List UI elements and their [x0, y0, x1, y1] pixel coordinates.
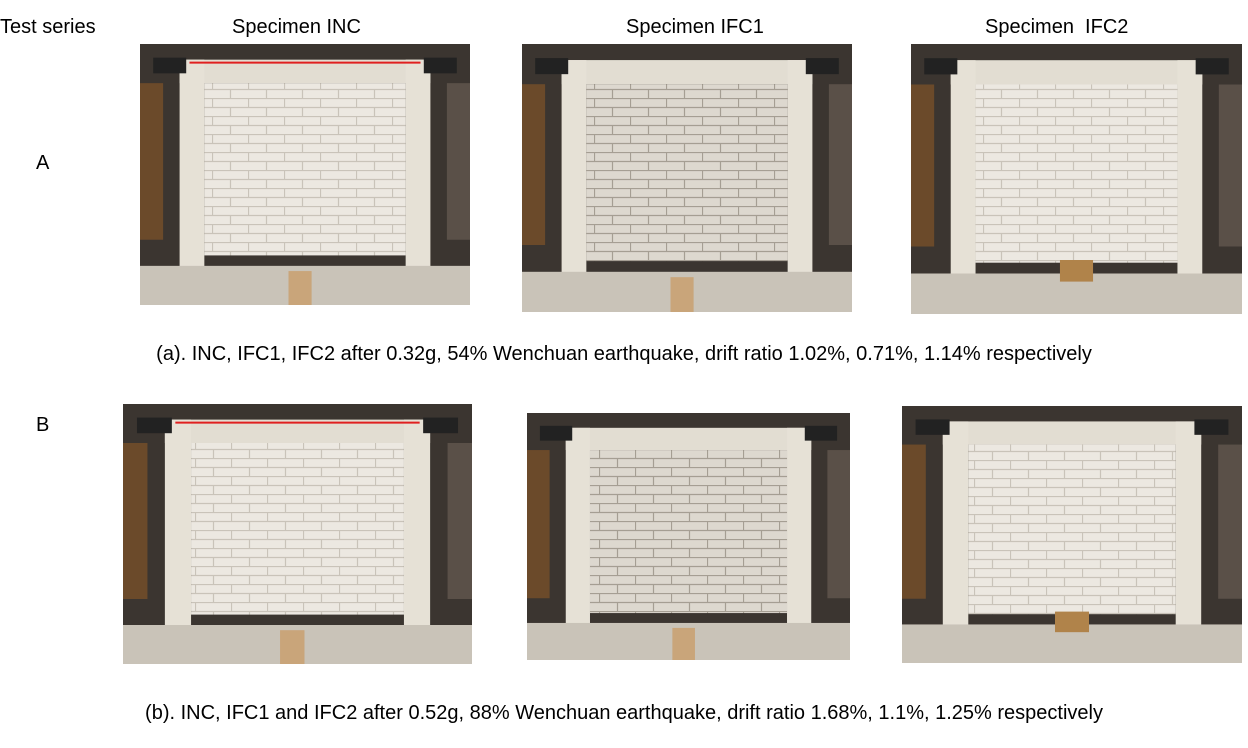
brick-wall — [586, 84, 787, 261]
lab-right — [827, 450, 850, 598]
caption: (b). INC, IFC1 and IFC2 after 0.52g, 88%… — [69, 700, 1179, 726]
brick-wall — [590, 450, 787, 613]
frame-beam — [562, 60, 813, 84]
anchor-block — [137, 418, 172, 434]
lab-right — [829, 84, 852, 245]
frame-column — [788, 60, 813, 274]
lab-right — [447, 83, 470, 240]
anchor-block — [1194, 419, 1228, 434]
anchor-block — [540, 426, 572, 441]
anchor-block — [805, 426, 837, 441]
frame-column — [165, 420, 191, 628]
row-label: A — [36, 150, 49, 176]
lab-left — [902, 445, 926, 599]
lab-left — [527, 450, 550, 598]
frame-column — [1177, 60, 1202, 276]
lab-left — [140, 83, 163, 240]
actuator — [1055, 612, 1089, 633]
frame-column — [566, 428, 590, 626]
anchor-block — [916, 419, 950, 434]
brick-wall — [191, 443, 404, 615]
anchor-block — [423, 418, 458, 434]
lab-left — [522, 84, 545, 245]
frame-column — [562, 60, 587, 274]
brick-wall — [968, 445, 1175, 615]
lab-left — [911, 85, 934, 247]
sensor — [280, 630, 304, 664]
lab-right — [448, 443, 472, 599]
anchor-block — [1196, 58, 1229, 74]
column-header: Specimen IFC1 — [626, 14, 764, 40]
anchor-block — [924, 58, 957, 74]
header-test-series: Test series — [0, 14, 96, 40]
frame-column — [951, 60, 976, 276]
column-header: Specimen INC — [232, 14, 361, 40]
specimen-photo — [527, 413, 850, 660]
frame-column — [404, 420, 430, 628]
brick-wall — [204, 83, 405, 255]
lab-right — [1218, 445, 1242, 599]
column-header: Specimen IFC2 — [985, 14, 1128, 40]
figure-page: Test series Specimen INC Specimen IFC1 S… — [0, 0, 1248, 748]
anchor-block — [535, 58, 568, 74]
frame-column — [1176, 421, 1202, 627]
frame-column — [787, 428, 811, 626]
specimen-photo — [140, 44, 470, 305]
sensor — [672, 628, 695, 660]
row-label: B — [36, 412, 49, 438]
anchor-block — [806, 58, 839, 74]
specimen-photo — [123, 404, 472, 664]
sensor — [671, 277, 694, 312]
anchor-block — [424, 58, 457, 74]
specimen-photo — [911, 44, 1242, 314]
sensor — [289, 271, 312, 305]
brick-wall — [976, 85, 1178, 263]
anchor-block — [153, 58, 186, 74]
frame-beam — [566, 428, 811, 450]
frame-column — [406, 60, 431, 269]
lab-right — [1219, 85, 1242, 247]
caption: (a). INC, IFC1, IFC2 after 0.32g, 54% We… — [104, 341, 1144, 367]
frame-beam — [943, 421, 1201, 444]
actuator — [1060, 260, 1093, 282]
lab-left — [123, 443, 147, 599]
frame-beam — [951, 60, 1203, 84]
frame-column — [180, 60, 205, 269]
specimen-photo — [522, 44, 852, 312]
frame-column — [943, 421, 969, 627]
specimen-photo — [902, 406, 1242, 663]
